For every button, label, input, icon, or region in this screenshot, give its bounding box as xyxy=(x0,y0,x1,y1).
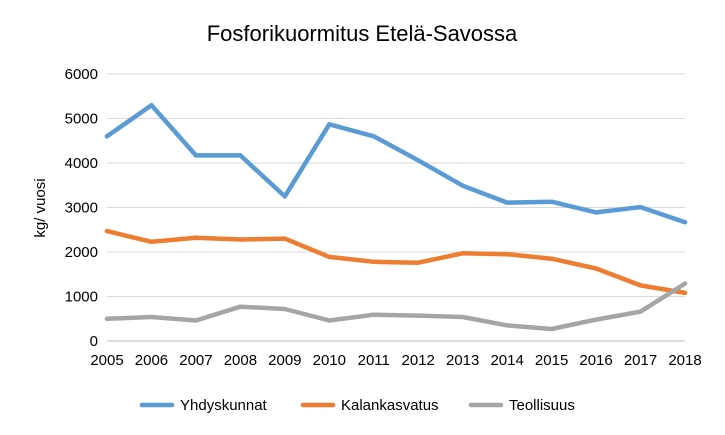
data-point xyxy=(371,259,376,264)
x-tick-label: 2010 xyxy=(313,352,346,369)
data-point xyxy=(416,158,421,163)
data-point xyxy=(460,251,465,256)
data-point xyxy=(549,326,554,332)
data-point xyxy=(549,199,554,204)
y-tick-label: 0 xyxy=(90,333,98,350)
data-point xyxy=(193,318,199,323)
y-tick-label: 4000 xyxy=(65,155,98,172)
data-point xyxy=(460,183,465,188)
data-point xyxy=(238,237,243,242)
data-point xyxy=(149,102,154,108)
data-point xyxy=(104,228,110,234)
data-point xyxy=(327,122,332,127)
data-point xyxy=(282,194,288,199)
data-point xyxy=(504,323,510,328)
data-point xyxy=(593,210,599,215)
series-line-teollisuus xyxy=(104,281,688,332)
data-point xyxy=(638,283,643,288)
x-tick-label: 2005 xyxy=(90,352,123,369)
data-point xyxy=(238,153,243,158)
data-point xyxy=(371,312,376,317)
series-line-kalankasvatus xyxy=(104,228,688,296)
y-tick-label: 5000 xyxy=(65,111,98,128)
series-lines xyxy=(104,102,688,332)
y-axis-ticks: 0 1000 2000 3000 4000 5000 6000 xyxy=(65,66,98,350)
x-tick-label: 2014 xyxy=(490,352,523,369)
data-point xyxy=(282,236,288,241)
data-point xyxy=(460,314,465,320)
data-point xyxy=(327,254,332,260)
x-tick-label: 2011 xyxy=(358,352,390,369)
legend-label: Teollisuus xyxy=(509,397,575,414)
series-line-yhdyskunnat xyxy=(104,102,688,225)
x-tick-label: 2018 xyxy=(668,352,701,369)
x-tick-label: 2006 xyxy=(135,352,168,369)
data-point xyxy=(193,153,199,158)
data-point xyxy=(638,204,643,210)
y-axis-label: kg/ vuosi xyxy=(32,178,49,237)
data-point xyxy=(104,134,110,139)
data-point xyxy=(504,252,510,257)
x-tick-label: 2016 xyxy=(579,352,612,369)
x-tick-label: 2008 xyxy=(224,352,257,369)
y-tick-label: 6000 xyxy=(65,66,98,83)
y-tick-label: 2000 xyxy=(65,244,98,261)
data-point xyxy=(104,316,110,321)
y-tick-label: 1000 xyxy=(65,289,98,306)
data-point xyxy=(682,290,688,296)
data-point xyxy=(504,200,510,205)
data-point xyxy=(682,281,688,286)
gridlines xyxy=(107,73,685,342)
x-tick-label: 2017 xyxy=(624,352,657,369)
data-point xyxy=(149,239,154,244)
legend-label: Kalankasvatus xyxy=(341,397,439,414)
data-point xyxy=(282,306,288,312)
data-point xyxy=(638,309,643,314)
x-tick-label: 2012 xyxy=(402,352,435,369)
data-point xyxy=(593,266,599,271)
x-tick-label: 2007 xyxy=(179,352,212,369)
x-tick-label: 2013 xyxy=(446,352,479,369)
legend: Yhdyskunnat Kalankasvatus Teollisuus xyxy=(139,397,575,414)
legend-label: Yhdyskunnat xyxy=(180,397,268,414)
x-axis-ticks: 2005 2006 2007 2008 2009 2010 2011 2012 2013 2014… xyxy=(90,352,701,369)
data-point xyxy=(682,219,688,225)
x-tick-label: 2015 xyxy=(535,352,568,369)
data-point xyxy=(416,260,421,265)
data-point xyxy=(593,317,599,322)
data-point xyxy=(327,318,332,323)
data-point xyxy=(549,256,554,261)
data-point xyxy=(238,304,243,309)
data-point xyxy=(371,134,376,139)
chart-title: Fosforikuormitus Etelä-Savossa xyxy=(207,21,518,46)
y-tick-label: 3000 xyxy=(65,200,98,217)
data-point xyxy=(149,314,154,320)
x-tick-label: 2009 xyxy=(268,352,301,369)
data-point xyxy=(193,235,199,240)
data-point xyxy=(416,313,421,318)
